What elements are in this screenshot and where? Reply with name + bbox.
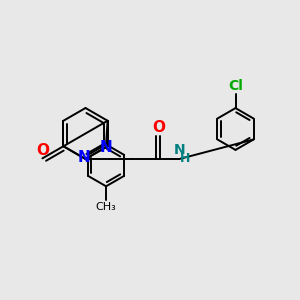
Text: O: O <box>152 120 165 135</box>
Text: H: H <box>180 152 190 165</box>
Text: CH₃: CH₃ <box>96 202 116 212</box>
Text: N: N <box>100 140 112 155</box>
Text: N: N <box>78 150 90 165</box>
Text: O: O <box>36 143 49 158</box>
Text: N: N <box>173 143 185 157</box>
Text: Cl: Cl <box>228 79 243 93</box>
